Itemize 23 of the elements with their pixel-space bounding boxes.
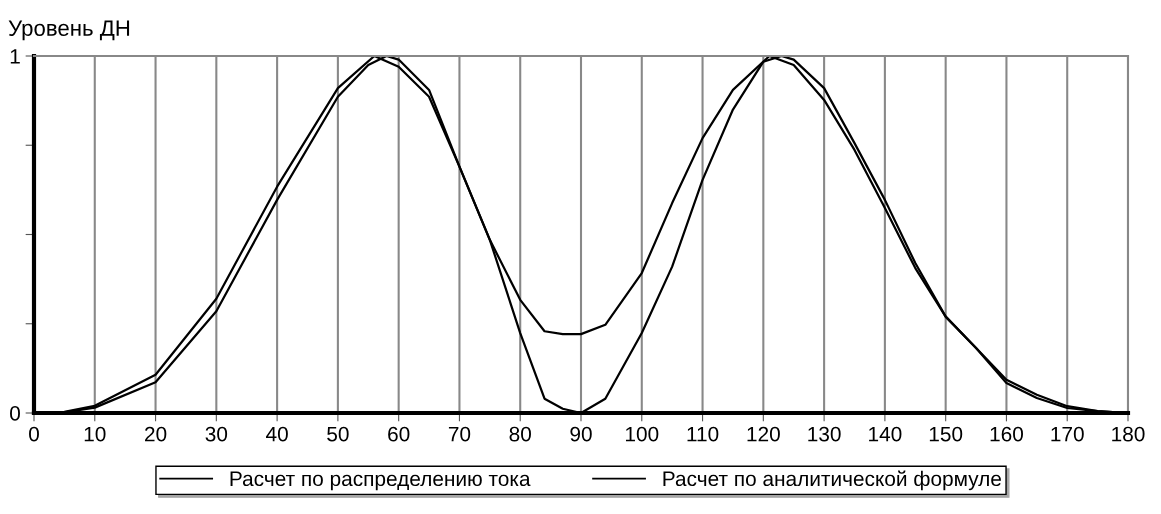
x-tick-label: 90 <box>570 426 592 442</box>
x-tick-label: 110 <box>687 426 719 442</box>
y-tick-label: 1 <box>10 49 20 64</box>
x-tick-label: 60 <box>388 426 410 442</box>
x-tick-label: 120 <box>747 426 780 442</box>
x-tick-label: 20 <box>145 426 167 442</box>
x-tick-label: 140 <box>869 426 902 442</box>
x-tick-label: 70 <box>448 426 471 442</box>
x-tick-label: 130 <box>808 426 841 442</box>
x-tick-label: 100 <box>625 426 659 442</box>
x-tick-label: 170 <box>1051 426 1084 442</box>
x-tick-label: 40 <box>266 426 288 442</box>
x-tick-label: 80 <box>509 426 531 442</box>
x-tick-label: 150 <box>929 426 963 442</box>
x-tick-label: 160 <box>990 426 1024 442</box>
x-tick-label: 10 <box>84 426 106 442</box>
legend-label: Расчет по аналитической формуле <box>663 470 1001 491</box>
y-axis-title: Уровень ДН <box>8 20 130 41</box>
x-tick-label: 0 <box>29 426 39 442</box>
x-tick-label: 50 <box>327 426 349 442</box>
x-tick-label: 30 <box>205 426 228 442</box>
x-tick-label: 180 <box>1112 426 1145 442</box>
legend-label: Расчет по распределению тока <box>230 471 531 491</box>
